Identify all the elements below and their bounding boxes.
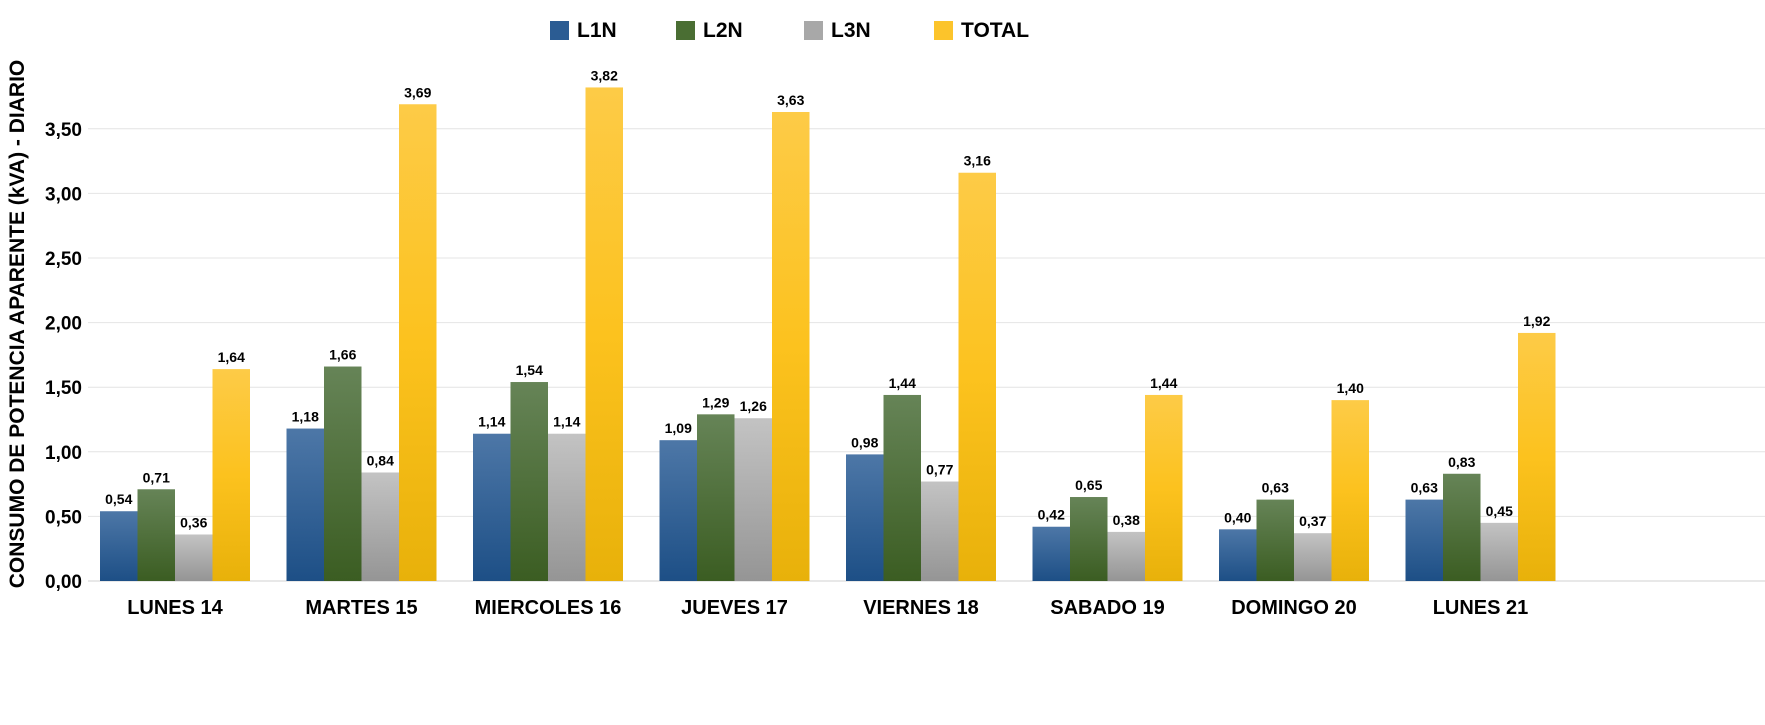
bar-l3n xyxy=(175,534,213,581)
data-label: 0,54 xyxy=(105,491,132,507)
data-label: 3,16 xyxy=(964,153,991,169)
data-label: 3,69 xyxy=(404,84,431,100)
y-axis-title: CONSUMO DE POTENCIA APARENTE (kVA) - DIA… xyxy=(6,60,29,589)
data-label: 0,83 xyxy=(1448,454,1475,470)
bar-l1n xyxy=(100,511,138,581)
data-label: 3,82 xyxy=(591,67,618,83)
bar-total xyxy=(399,104,437,581)
x-tick-label: SABADO 19 xyxy=(1050,597,1164,619)
data-labels: 0,54 0,71 0,36 1,64 1,18 1,66 0,84 3,69 1,14 1,54… xyxy=(105,67,1550,530)
bar-l2n xyxy=(697,414,735,581)
data-label: 0,37 xyxy=(1299,513,1326,529)
data-label: 0,40 xyxy=(1224,509,1251,525)
data-label: 0,45 xyxy=(1486,503,1513,519)
bar-l1n xyxy=(473,433,511,581)
bar-l1n xyxy=(846,454,884,581)
data-label: 0,63 xyxy=(1411,480,1438,496)
x-tick-label: LUNES 14 xyxy=(127,597,223,619)
y-tick-label: 1,50 xyxy=(45,378,82,399)
bar-l1n xyxy=(1219,529,1257,581)
bar-l2n xyxy=(324,366,362,581)
data-label: 1,14 xyxy=(478,414,505,430)
x-tick-label: MIERCOLES 16 xyxy=(475,597,622,619)
bar-l3n xyxy=(734,418,772,581)
y-tick-label: 0,00 xyxy=(45,572,82,593)
data-label: 1,64 xyxy=(218,349,245,365)
bar-l2n xyxy=(1256,499,1294,581)
legend-label-total: TOTAL xyxy=(961,19,1029,42)
data-label: 1,14 xyxy=(553,414,580,430)
data-label: 0,38 xyxy=(1113,512,1140,528)
bars xyxy=(100,87,1556,582)
x-tick-label: DOMINGO 20 xyxy=(1231,597,1357,619)
bar-l3n xyxy=(1107,531,1145,581)
data-label: 1,44 xyxy=(1150,375,1177,391)
legend-label-l2n: L2N xyxy=(703,19,743,42)
data-label: 1,54 xyxy=(516,362,543,378)
bar-total xyxy=(1331,400,1369,581)
data-label: 0,71 xyxy=(143,469,170,485)
data-label: 1,92 xyxy=(1523,313,1550,329)
data-label: 0,42 xyxy=(1038,507,1065,523)
x-tick-label: VIERNES 18 xyxy=(863,597,979,619)
bar-l3n xyxy=(1294,533,1332,581)
data-label: 1,29 xyxy=(702,394,729,410)
data-label: 0,36 xyxy=(180,514,207,530)
bar-l2n xyxy=(883,394,921,581)
y-axis: 0,00 0,50 1,00 1,50 2,00 2,50 3,00 3,50 xyxy=(45,120,82,593)
x-axis: LUNES 14 MARTES 15 MIERCOLES 16 JUEVES 17 VI… xyxy=(127,597,1528,619)
gridlines xyxy=(88,128,1765,582)
bar-l2n xyxy=(510,382,548,581)
data-label: 1,44 xyxy=(889,375,916,391)
y-tick-label: 0,50 xyxy=(45,507,82,528)
bar-total xyxy=(1145,394,1183,581)
legend-swatch-total xyxy=(934,21,953,40)
bar-total xyxy=(1518,332,1556,581)
bar-total xyxy=(585,87,623,582)
bar-l3n xyxy=(361,472,399,581)
bar-l3n xyxy=(921,481,959,581)
bar-l1n xyxy=(1405,499,1443,581)
data-label: 0,84 xyxy=(367,452,394,468)
data-label: 3,63 xyxy=(777,92,804,108)
legend: L1N L2N L3N TOTAL xyxy=(550,19,1029,42)
legend-label-l3n: L3N xyxy=(831,19,871,42)
x-tick-label: MARTES 15 xyxy=(305,597,417,619)
data-label: 0,65 xyxy=(1075,477,1102,493)
data-label: 0,98 xyxy=(851,434,878,450)
legend-label-l1n: L1N xyxy=(577,19,617,42)
bar-total xyxy=(958,172,996,581)
data-label: 0,63 xyxy=(1262,480,1289,496)
legend-swatch-l1n xyxy=(550,21,569,40)
bar-l2n xyxy=(137,489,175,581)
y-tick-label: 1,00 xyxy=(45,443,82,464)
bar-l1n xyxy=(286,428,324,581)
data-label: 1,09 xyxy=(665,420,692,436)
bar-total xyxy=(772,112,810,581)
bar-l1n xyxy=(659,440,697,581)
bar-l3n xyxy=(1480,522,1518,581)
bar-l2n xyxy=(1443,473,1481,581)
data-label: 1,40 xyxy=(1337,380,1364,396)
legend-swatch-l2n xyxy=(676,21,695,40)
y-tick-label: 3,00 xyxy=(45,184,82,205)
x-tick-label: JUEVES 17 xyxy=(681,597,788,619)
legend-swatch-l3n xyxy=(804,21,823,40)
bar-l3n xyxy=(548,433,586,581)
y-tick-label: 2,00 xyxy=(45,314,82,335)
data-label: 1,18 xyxy=(292,409,319,425)
data-label: 1,26 xyxy=(740,398,767,414)
y-tick-label: 3,50 xyxy=(45,120,82,141)
bar-l2n xyxy=(1070,497,1108,581)
bar-l1n xyxy=(1032,526,1070,581)
y-tick-label: 2,50 xyxy=(45,249,82,270)
x-tick-label: LUNES 21 xyxy=(1433,597,1529,619)
data-label: 1,66 xyxy=(329,347,356,363)
bar-total xyxy=(212,369,250,581)
data-label: 0,77 xyxy=(926,462,953,478)
